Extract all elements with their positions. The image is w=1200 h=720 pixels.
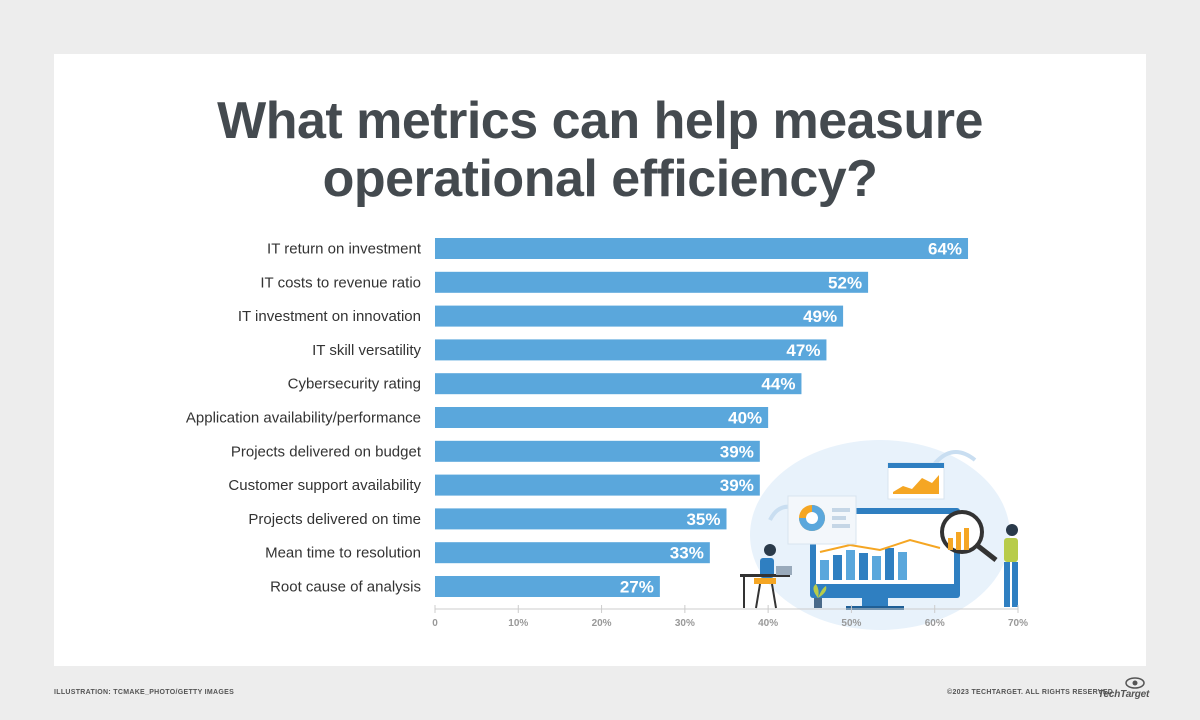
bar-root-cause-of-analysis	[435, 576, 660, 597]
x-tick-label: 10%	[508, 618, 528, 629]
x-tick-label: 70%	[1008, 618, 1028, 629]
bar-customer-support-availability	[435, 474, 760, 496]
category-label: IT costs to revenue ratio	[260, 274, 421, 291]
copyright-notice: ©2023 TECHTARGET. ALL RIGHTS RESERVED	[947, 689, 1114, 696]
category-label: Projects delivered on time	[248, 511, 421, 528]
category-label: IT return on investment	[267, 241, 422, 258]
bars-layer: IT return on investment 64% IT costs to re…	[186, 238, 969, 597]
bar-projects-delivered-on-time	[435, 508, 727, 530]
bar-it-investment-on-innovation	[435, 305, 844, 327]
value-label: 44%	[761, 375, 795, 394]
x-tick-label: 30%	[675, 618, 695, 629]
x-tick-label: 40%	[758, 618, 778, 629]
chart-title: What metrics can help measure operationa…	[0, 92, 1200, 208]
techtarget-logo: TechTarget	[1098, 677, 1150, 702]
value-label: 49%	[803, 307, 837, 326]
category-label: IT skill versatility	[312, 342, 421, 359]
x-tick-label: 20%	[592, 618, 612, 629]
category-label: Customer support availability	[228, 477, 421, 494]
eye-icon	[1125, 677, 1145, 689]
x-tick-label: 60%	[925, 618, 945, 629]
value-label: 27%	[620, 578, 654, 597]
value-label: 47%	[786, 341, 820, 360]
x-axis: 0 10% 20% 30% 40% 50% 60% 70%	[432, 605, 1028, 629]
value-label: 40%	[728, 409, 762, 428]
value-label: 39%	[720, 442, 754, 461]
value-label: 64%	[928, 240, 962, 259]
bar-projects-delivered-on-budget	[435, 440, 760, 462]
analytics-illustration	[740, 440, 1018, 630]
x-tick-label: 50%	[841, 618, 861, 629]
category-label: Application availability/performance	[186, 410, 421, 427]
image-credit: ILLUSTRATION: TCMAKE_PHOTO/GETTY IMAGES	[54, 689, 235, 696]
category-label: Projects delivered on budget	[231, 443, 422, 460]
category-label: Root cause of analysis	[270, 579, 421, 596]
bar-it-return-on-investment	[435, 238, 969, 259]
bar-application-availability-performance	[435, 407, 769, 428]
title-line-2: operational efficiency?	[322, 150, 878, 208]
value-label: 39%	[720, 476, 754, 495]
title-line-1: What metrics can help measure	[217, 92, 983, 150]
category-label: Mean time to resolution	[265, 545, 421, 562]
value-label: 33%	[670, 544, 704, 563]
bar-it-costs-to-revenue-ratio	[435, 271, 869, 293]
x-tick-label: 0	[432, 618, 438, 629]
category-label: Cybersecurity rating	[288, 376, 421, 393]
logo-text: TechTarget	[1098, 689, 1150, 700]
value-label: 52%	[828, 273, 862, 292]
value-label: 35%	[686, 510, 720, 529]
category-label: IT investment on innovation	[238, 308, 421, 325]
bar-mean-time-to-resolution	[435, 542, 710, 564]
bar-it-skill-versatility	[435, 339, 827, 361]
bar-cybersecurity-rating	[435, 373, 802, 395]
